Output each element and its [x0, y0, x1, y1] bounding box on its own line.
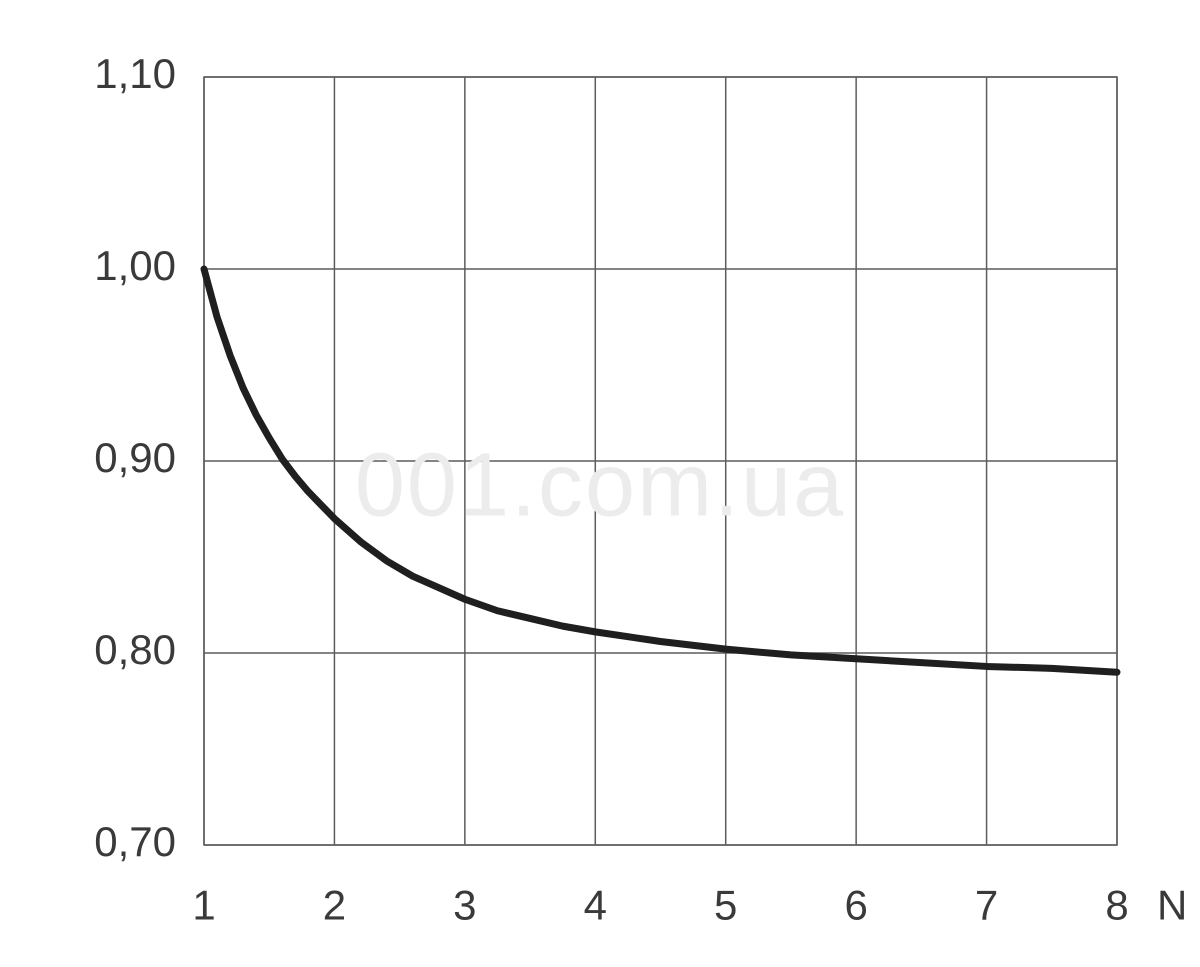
y-tick-label: 0,90	[94, 434, 176, 481]
chart-background	[0, 0, 1200, 967]
x-tick-label: 3	[453, 881, 476, 928]
x-axis-title: N	[1157, 881, 1187, 928]
x-tick-label: 8	[1105, 881, 1128, 928]
x-tick-label: 7	[975, 881, 998, 928]
x-tick-label: 1	[192, 881, 215, 928]
y-tick-label: 1,10	[94, 50, 176, 97]
y-tick-label: 0,80	[94, 626, 176, 673]
x-tick-label: 4	[584, 881, 607, 928]
x-tick-label: 6	[844, 881, 867, 928]
x-tick-label: 5	[714, 881, 737, 928]
chart-container: 0,700,800,901,001,1012345678N 001.com.ua	[0, 0, 1200, 967]
line-chart: 0,70 0,80 0,90 1,00 1,10 1 2 3 4 5 6 7 8N	[0, 0, 1200, 967]
x-tick-label: 2	[323, 881, 346, 928]
y-tick-label: 1,00	[94, 242, 176, 289]
y-tick-label: 0,70	[94, 818, 176, 865]
